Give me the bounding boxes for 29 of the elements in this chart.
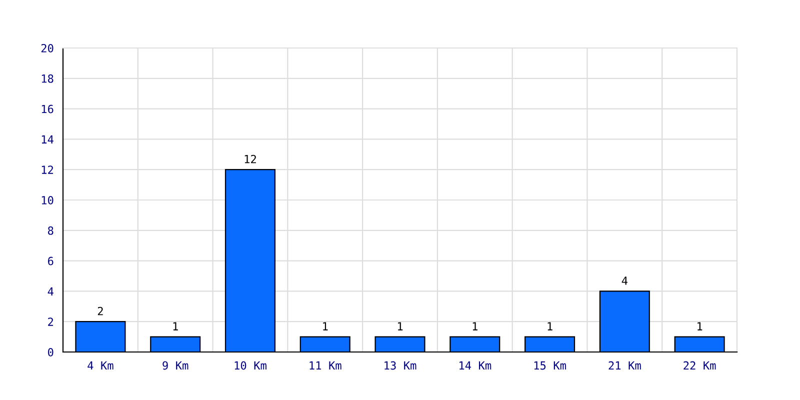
- x-tick-label: 13 Km: [384, 361, 416, 370]
- data-label: 1: [548, 322, 552, 330]
- y-tick-label: 0: [48, 348, 54, 356]
- data-label: 1: [472, 322, 478, 330]
- y-tick-label: 16: [42, 104, 54, 114]
- data-label: 1: [173, 322, 178, 330]
- y-tick-label: 10: [42, 196, 54, 204]
- y-tick-label: 4: [48, 287, 54, 296]
- x-tick-label: 11 Km: [310, 361, 342, 370]
- x-tick-label: 14 Km: [460, 361, 492, 370]
- y-tick-label: 12: [42, 166, 54, 174]
- y-tick-label: 6: [48, 256, 54, 266]
- y-tick-label: 14: [42, 135, 54, 144]
- y-tick-label: 2: [48, 318, 54, 326]
- x-tick-label: 4 Km: [88, 361, 114, 370]
- data-label: 12: [244, 154, 256, 164]
- data-label: 1: [398, 322, 403, 330]
- data-label: 1: [323, 322, 328, 330]
- y-tick-label: 8: [48, 226, 54, 235]
- data-label: 4: [622, 276, 628, 285]
- y-tick-label: 20: [41, 44, 54, 52]
- x-tick-label: 15 Km: [534, 361, 566, 370]
- data-label: 1: [698, 322, 702, 330]
- data-label: 2: [98, 306, 103, 316]
- x-tick-label: 21 Km: [608, 361, 641, 370]
- y-tick-label: 18: [42, 74, 54, 83]
- x-tick-label: 9 Km: [162, 361, 188, 370]
- x-tick-label: 22 Km: [684, 361, 716, 370]
- x-tick-label: 10 Km: [234, 361, 266, 370]
